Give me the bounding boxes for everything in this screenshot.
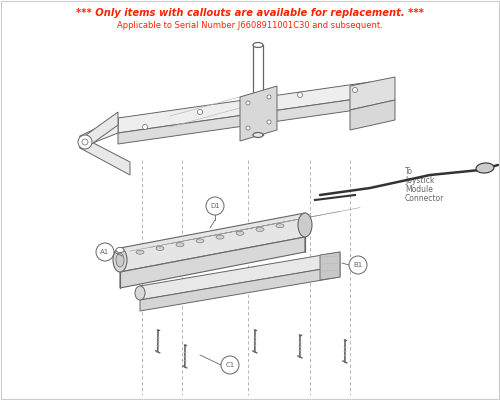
Circle shape	[198, 110, 202, 114]
Circle shape	[206, 197, 224, 215]
Polygon shape	[86, 112, 118, 148]
Ellipse shape	[136, 250, 144, 254]
Circle shape	[82, 139, 88, 145]
Ellipse shape	[216, 235, 224, 239]
Polygon shape	[118, 97, 370, 144]
Polygon shape	[140, 252, 340, 300]
Ellipse shape	[476, 163, 494, 173]
Polygon shape	[140, 266, 340, 311]
Ellipse shape	[236, 231, 244, 235]
Text: *** Only items with callouts are available for replacement. ***: *** Only items with callouts are availab…	[76, 8, 424, 18]
Text: Module: Module	[405, 185, 433, 194]
Ellipse shape	[253, 42, 263, 48]
Circle shape	[246, 101, 250, 105]
Text: A1: A1	[100, 249, 110, 255]
Polygon shape	[350, 100, 395, 130]
Circle shape	[246, 126, 250, 130]
Text: D1: D1	[210, 203, 220, 209]
Text: B1: B1	[354, 262, 362, 268]
Ellipse shape	[298, 213, 312, 237]
Text: To: To	[405, 167, 413, 176]
Ellipse shape	[176, 243, 184, 247]
Polygon shape	[120, 237, 305, 288]
Polygon shape	[80, 136, 130, 175]
Ellipse shape	[196, 239, 204, 243]
Polygon shape	[118, 82, 370, 133]
Ellipse shape	[116, 253, 124, 267]
Text: Applicable to Serial Number J6608911001C30 and subsequent.: Applicable to Serial Number J6608911001C…	[117, 21, 383, 30]
Polygon shape	[350, 77, 395, 110]
Ellipse shape	[116, 248, 124, 252]
Text: Joystick: Joystick	[405, 176, 434, 185]
Circle shape	[221, 356, 239, 374]
Ellipse shape	[156, 246, 164, 250]
Ellipse shape	[113, 248, 127, 272]
Polygon shape	[240, 86, 277, 141]
Circle shape	[352, 88, 358, 92]
Ellipse shape	[276, 224, 284, 228]
Polygon shape	[120, 213, 305, 272]
Text: C1: C1	[226, 362, 234, 368]
Circle shape	[142, 124, 148, 130]
Circle shape	[267, 120, 271, 124]
Circle shape	[298, 92, 302, 98]
Circle shape	[96, 243, 114, 261]
Polygon shape	[80, 118, 118, 148]
Text: Connector: Connector	[405, 194, 444, 203]
Polygon shape	[320, 252, 340, 280]
Circle shape	[78, 135, 92, 149]
Circle shape	[349, 256, 367, 274]
Ellipse shape	[135, 286, 145, 300]
Ellipse shape	[253, 132, 263, 138]
Circle shape	[267, 95, 271, 99]
Ellipse shape	[256, 228, 264, 232]
